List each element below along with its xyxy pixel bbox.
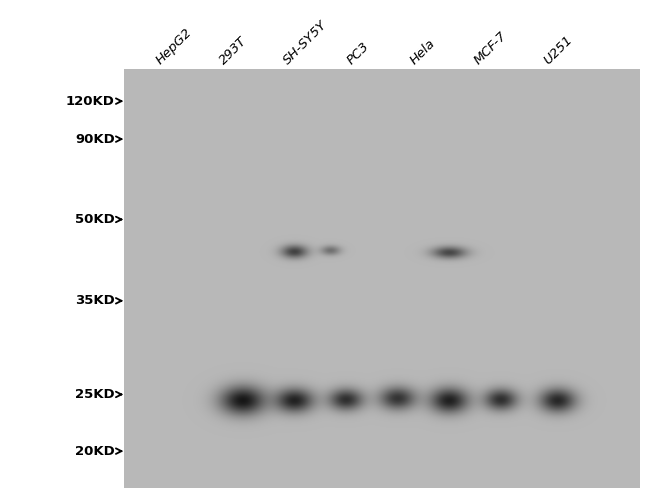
Bar (124, 69, 640, 488)
Text: PC3: PC3 (344, 39, 371, 67)
Text: 293T: 293T (216, 34, 250, 67)
Text: 20KD: 20KD (75, 445, 115, 458)
Text: U251: U251 (541, 33, 575, 67)
Text: HepG2: HepG2 (153, 26, 194, 67)
Text: 25KD: 25KD (75, 388, 115, 401)
Text: 50KD: 50KD (75, 213, 115, 226)
Text: Hela: Hela (408, 36, 438, 67)
Text: 35KD: 35KD (75, 294, 115, 307)
Text: 120KD: 120KD (66, 95, 115, 108)
Text: SH-SY5Y: SH-SY5Y (280, 18, 330, 67)
Text: MCF-7: MCF-7 (471, 29, 510, 67)
Text: 90KD: 90KD (75, 133, 115, 145)
